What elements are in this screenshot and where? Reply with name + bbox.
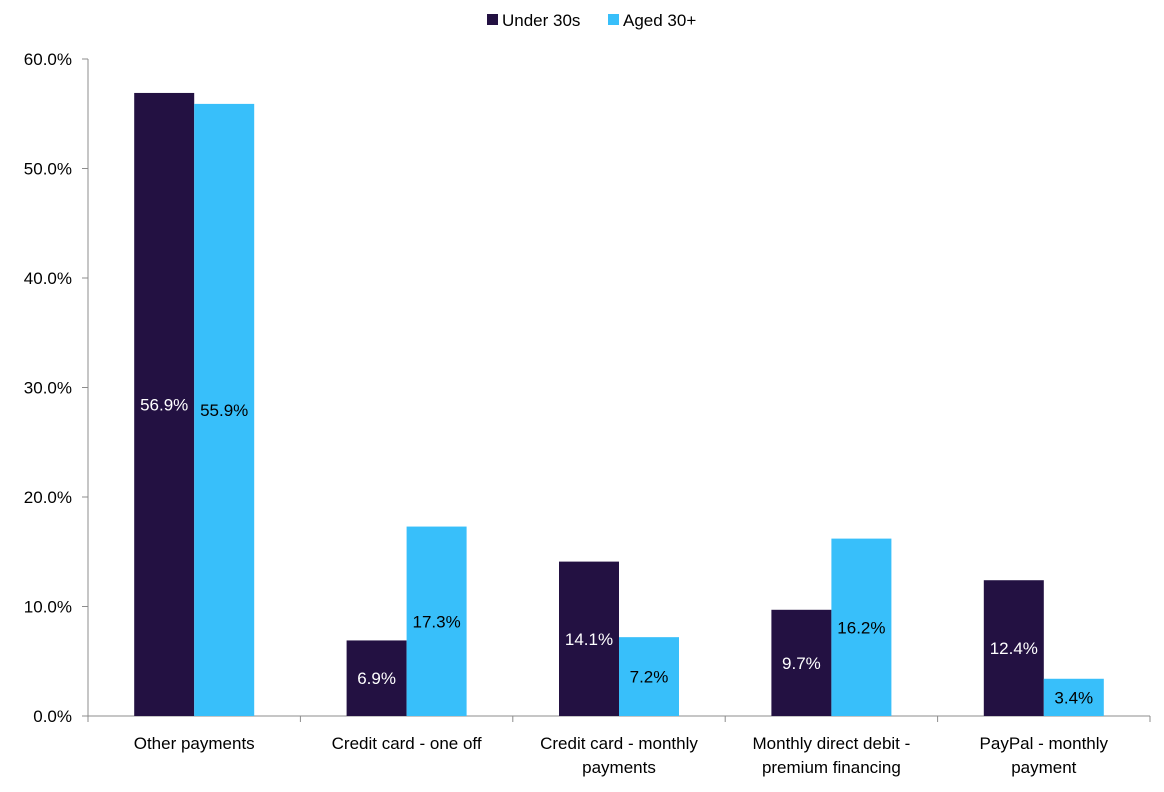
data-label-aged-30: 17.3% [412, 612, 460, 631]
bar-aged-30 [406, 526, 467, 716]
category-label-line: Credit card - monthly [540, 734, 698, 753]
category-label-line: payments [582, 758, 656, 777]
data-label-aged-30: 16.2% [837, 618, 885, 637]
data-label-under-30s: 14.1% [565, 630, 613, 649]
data-label-under-30s: 9.7% [782, 654, 821, 673]
category-label-line: PayPal - monthly [980, 734, 1109, 753]
bar-under-30s [983, 580, 1044, 716]
legend-label: Aged 30+ [623, 11, 696, 30]
bar-aged-30 [831, 538, 892, 716]
bar-under-30s [346, 640, 407, 716]
y-tick-label: 10.0% [24, 598, 72, 617]
data-label-aged-30: 3.4% [1054, 688, 1093, 707]
category-label: PayPal - monthly payment [980, 734, 1109, 777]
bar-aged-30 [619, 637, 679, 716]
y-tick-label: 20.0% [24, 488, 72, 507]
y-tick-label: 40.0% [24, 269, 72, 288]
category-label-line: Other payments [134, 734, 255, 753]
category-label-line: premium financing [762, 758, 901, 777]
category-label: Monthly direct debit - premium financing [753, 734, 911, 777]
category-label-line: Credit card - one off [332, 734, 482, 753]
y-tick-label: 60.0% [24, 50, 72, 69]
y-tick-label: 50.0% [24, 160, 72, 179]
bar-aged-30 [194, 103, 255, 716]
legend-label: Under 30s [502, 11, 580, 30]
bar-aged-30 [1043, 678, 1104, 716]
category-label-line: payment [1011, 758, 1076, 777]
data-label-under-30s: 12.4% [990, 639, 1038, 658]
category-label: Other payments [134, 734, 255, 753]
category-label: Credit card - monthly payments [540, 734, 698, 777]
y-tick-label: 30.0% [24, 379, 72, 398]
y-tick-label: 0.0% [33, 707, 72, 726]
category-label: Credit card - one off [332, 734, 482, 753]
data-label-under-30s: 6.9% [357, 669, 396, 688]
data-label-under-30s: 56.9% [140, 395, 188, 414]
category-label-line: Monthly direct debit - [753, 734, 911, 753]
bar-under-30s [771, 609, 832, 716]
data-label-aged-30: 55.9% [200, 401, 248, 420]
legend-swatch [608, 14, 619, 25]
bar-under-30s [559, 561, 619, 716]
legend-swatch [487, 14, 498, 25]
data-label-aged-30: 7.2% [630, 668, 669, 687]
bar-under-30s [134, 92, 195, 716]
legend: Under 30s Aged 30+ [487, 11, 696, 30]
